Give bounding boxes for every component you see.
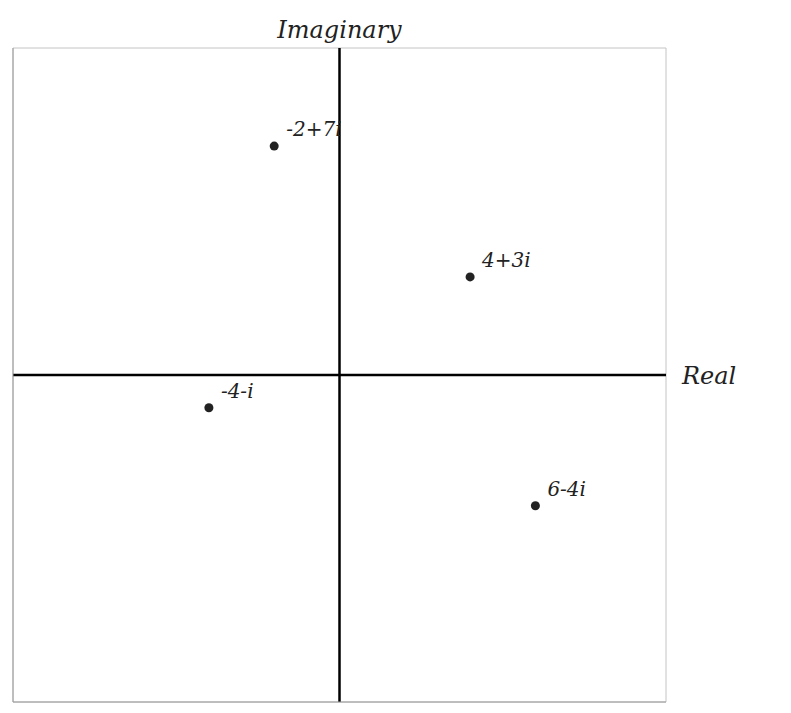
svg-text:Real: Real [681, 362, 736, 390]
svg-text:-2+7i: -2+7i [286, 117, 341, 141]
svg-text:4+3i: 4+3i [481, 248, 531, 272]
svg-text:-4-i: -4-i [221, 379, 254, 403]
svg-text:Imaginary: Imaginary [276, 16, 402, 44]
svg-text:6-4i: 6-4i [547, 477, 586, 501]
